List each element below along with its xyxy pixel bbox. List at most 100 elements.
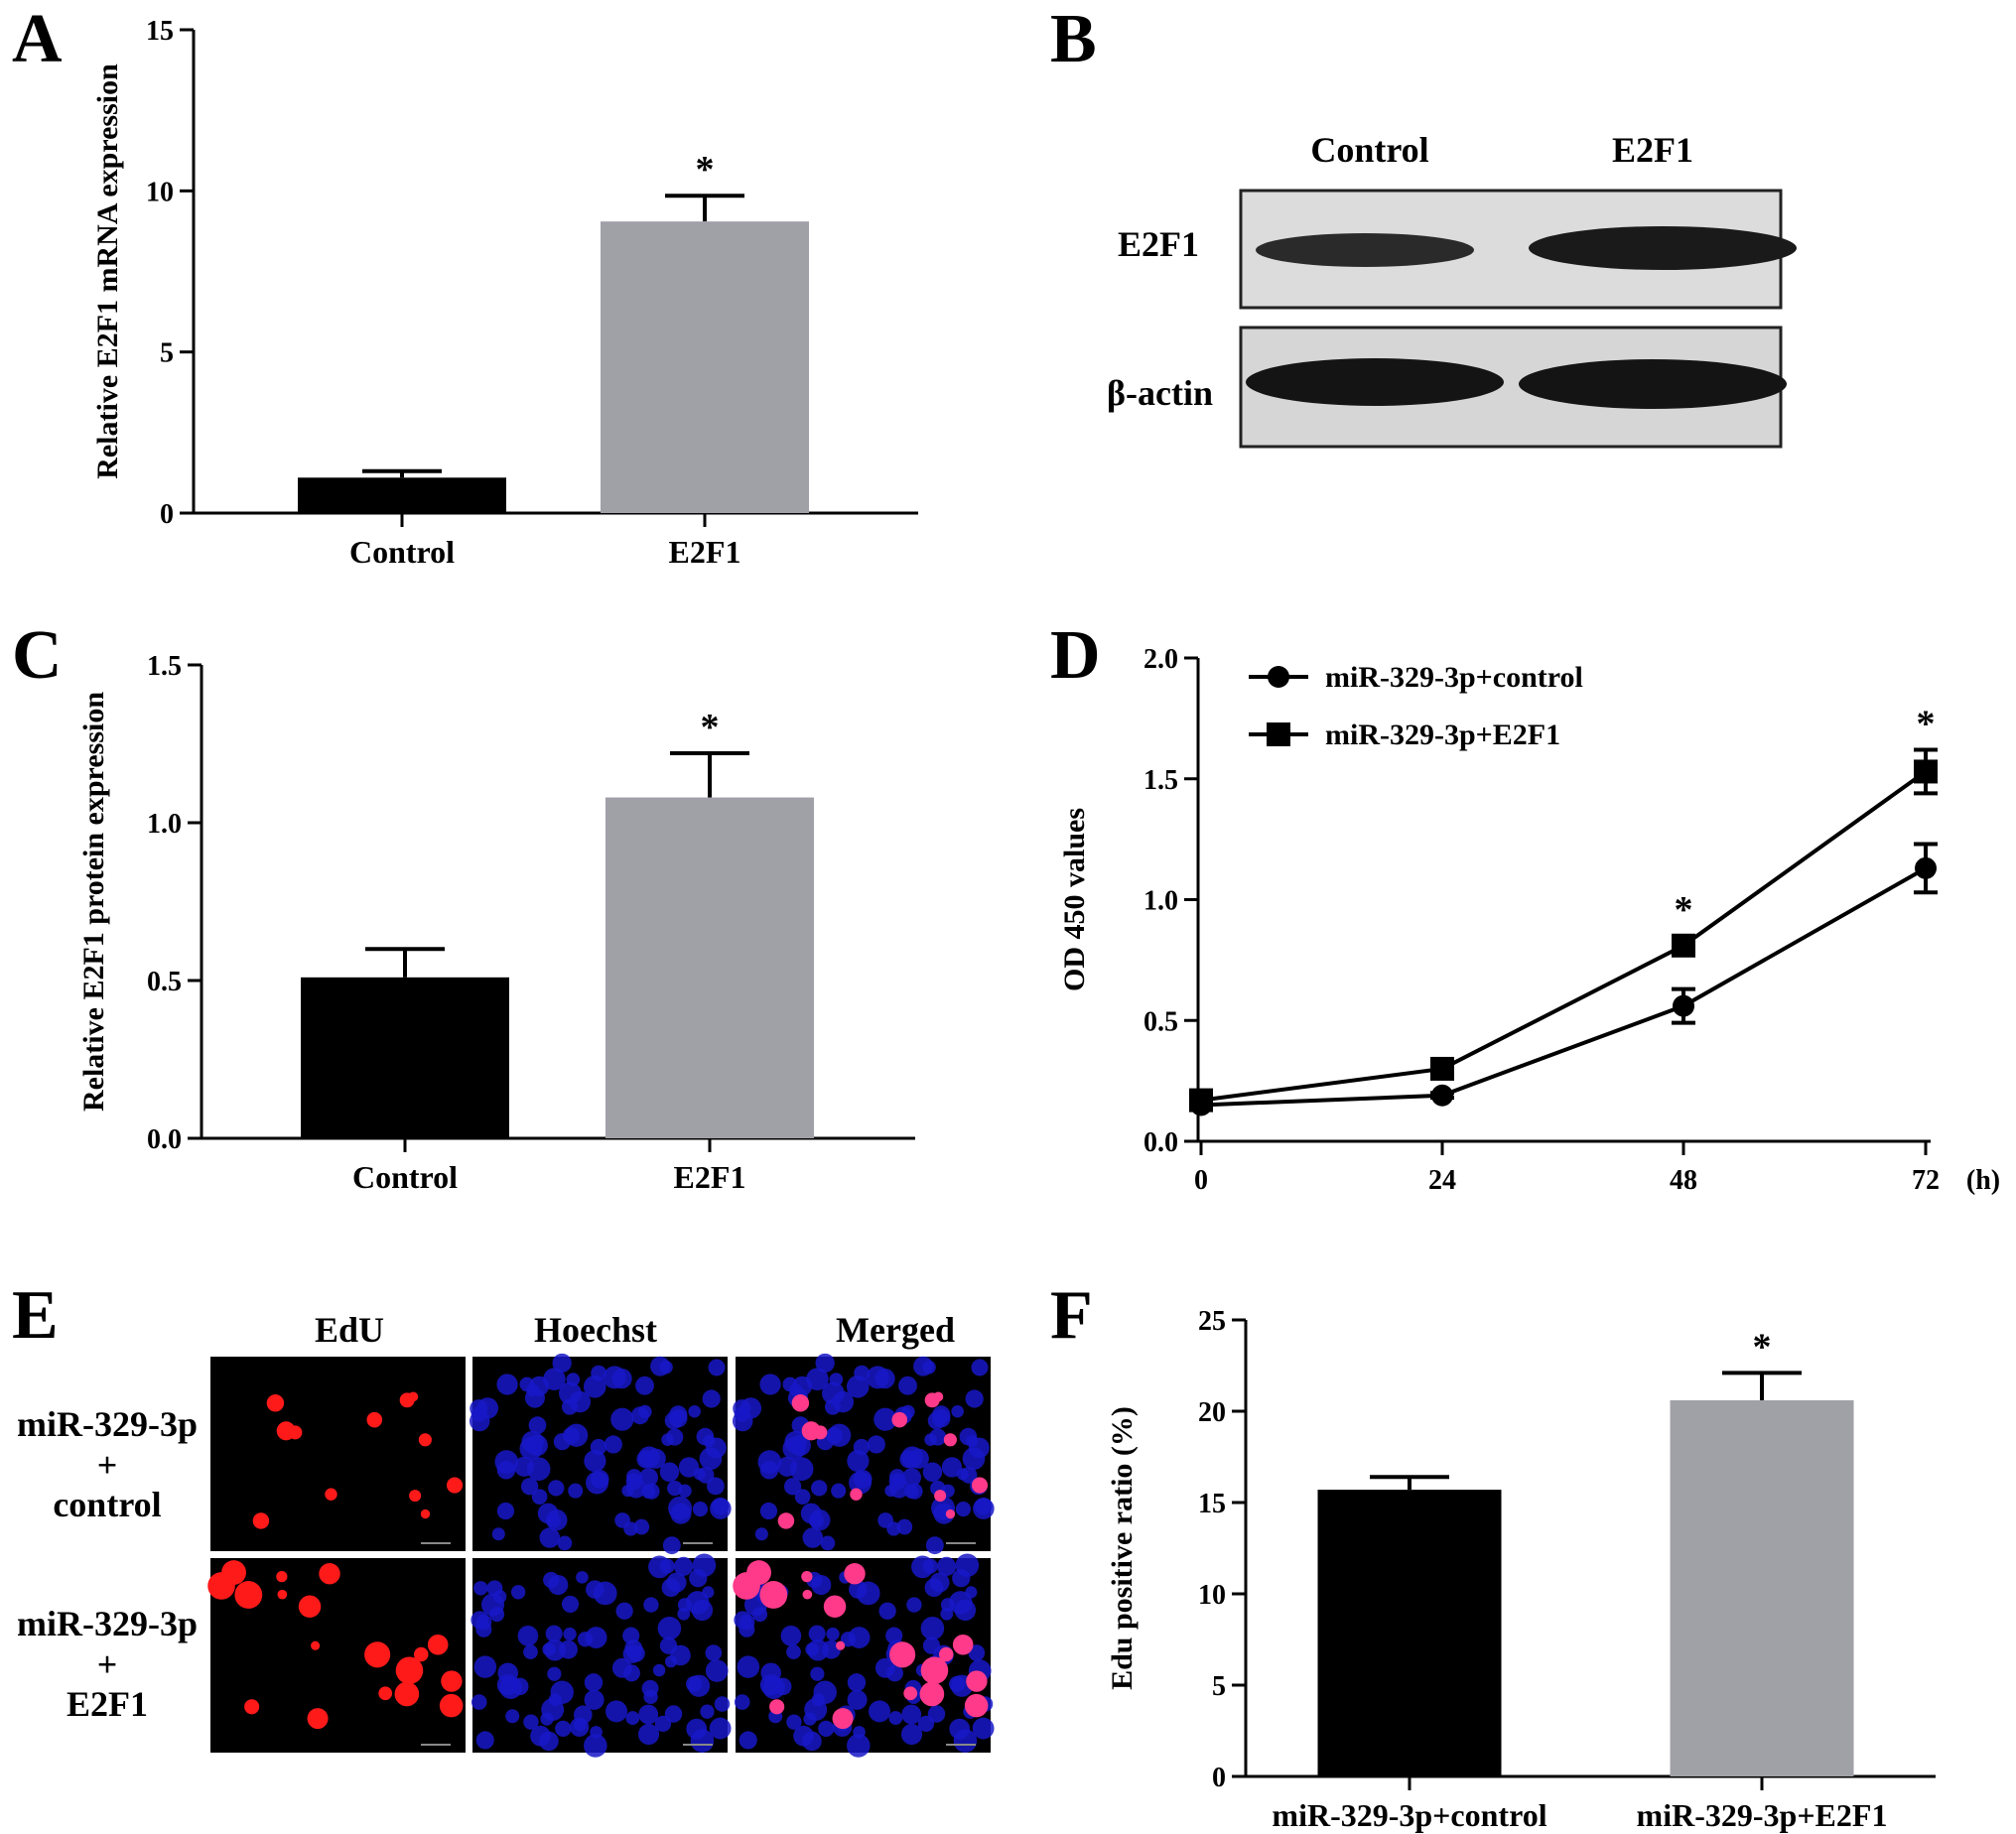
nucleus-blue bbox=[548, 1574, 569, 1596]
legend-label: miR-329-3p+E2F1 bbox=[1325, 719, 1560, 751]
nucleus-blue bbox=[633, 1518, 650, 1535]
x-tick-label: 0 bbox=[1194, 1165, 1208, 1196]
nucleus-red bbox=[244, 1699, 260, 1715]
x-tick-label: 24 bbox=[1428, 1165, 1456, 1196]
nucleus-blue bbox=[754, 1527, 768, 1541]
nucleus-blue bbox=[590, 1438, 607, 1456]
nucleus-blue bbox=[670, 1644, 691, 1666]
nucleus-blue bbox=[650, 1356, 670, 1376]
nucleus-blue bbox=[584, 1450, 606, 1473]
nucleus-red bbox=[409, 1490, 422, 1503]
row-label-1-line1: miR-329-3p bbox=[17, 1404, 198, 1444]
nucleus-blue bbox=[965, 1586, 978, 1599]
nucleus-blue bbox=[476, 1397, 499, 1419]
column-label-edu: EdU bbox=[315, 1310, 384, 1350]
nucleus-blue bbox=[906, 1597, 922, 1613]
nucleus-red bbox=[266, 1394, 285, 1412]
nucleus-blue bbox=[702, 1586, 715, 1599]
nucleus-blue bbox=[517, 1625, 539, 1646]
nucleus-blue bbox=[626, 1469, 642, 1485]
nucleus-blue bbox=[922, 1462, 943, 1483]
nucleus-blue bbox=[643, 1597, 659, 1613]
nucleus-blue bbox=[641, 1484, 656, 1500]
series-line-e2f1 bbox=[1200, 769, 1928, 1103]
nucleus-blue bbox=[896, 1518, 913, 1535]
nucleus-blue bbox=[962, 1447, 986, 1471]
nucleus-red bbox=[418, 1433, 432, 1447]
y-axis-title: Relative E2F1 protein expression bbox=[77, 692, 110, 1112]
nucleus-red bbox=[746, 1560, 771, 1585]
nucleus-blue bbox=[854, 1365, 871, 1381]
nucleus-blue bbox=[901, 1704, 922, 1725]
nucleus-blue bbox=[949, 1718, 971, 1740]
nucleus-blue bbox=[510, 1585, 526, 1600]
nucleus-blue bbox=[786, 1644, 801, 1659]
nucleus-blue bbox=[568, 1483, 584, 1499]
nucleus-blue bbox=[523, 1644, 538, 1659]
nucleus-red bbox=[832, 1708, 854, 1730]
nucleus-red bbox=[791, 1394, 810, 1412]
nucleus-blue bbox=[548, 1480, 565, 1497]
nucleus-blue bbox=[815, 1353, 835, 1374]
nucleus-blue bbox=[661, 1578, 681, 1598]
nucleus-red bbox=[933, 1391, 944, 1402]
nucleus-blue bbox=[886, 1521, 901, 1536]
nucleus-blue bbox=[867, 1435, 885, 1454]
nucleus-blue bbox=[475, 1731, 494, 1750]
y-tick-label: 5 bbox=[160, 338, 174, 369]
panel-letter-b: B bbox=[1050, 1, 1097, 77]
nucleus-blue bbox=[734, 1611, 752, 1630]
nucleus-blue bbox=[473, 1581, 488, 1596]
y-tick-label: 10 bbox=[146, 177, 174, 207]
nucleus-blue bbox=[559, 1381, 582, 1405]
nucleus-red bbox=[276, 1570, 288, 1583]
nucleus-blue bbox=[866, 1366, 889, 1389]
nucleus-blue bbox=[802, 1527, 824, 1548]
y-tick-label: 2.0 bbox=[1143, 644, 1178, 675]
bar-treated bbox=[1670, 1399, 1854, 1776]
bar-control bbox=[298, 477, 506, 513]
nucleus-blue bbox=[692, 1553, 717, 1577]
nucleus-red bbox=[277, 1589, 288, 1600]
y-tick-label: 25 bbox=[1198, 1306, 1226, 1337]
significance-star: * bbox=[701, 707, 720, 748]
chart-a-mrna: 0 5 10 15 Relative E2F1 mRNA expression Contr… bbox=[91, 16, 918, 570]
y-tick-label: 10 bbox=[1198, 1580, 1226, 1611]
nucleus-blue bbox=[972, 1717, 995, 1740]
bar-control bbox=[1317, 1490, 1502, 1776]
nucleus-blue bbox=[794, 1489, 811, 1506]
chart-c-protein: 0.0 0.5 1.0 1.5 Relative E2F1 protein expres… bbox=[77, 651, 915, 1195]
nucleus-red bbox=[221, 1560, 246, 1585]
nucleus-blue bbox=[584, 1689, 605, 1710]
nucleus-blue bbox=[714, 1696, 731, 1712]
nucleus-blue bbox=[782, 1437, 806, 1461]
significance-star: * bbox=[1753, 1326, 1772, 1368]
nucleus-blue bbox=[499, 1676, 523, 1699]
nucleus-blue bbox=[622, 1664, 640, 1682]
nucleus-blue bbox=[547, 1666, 562, 1681]
row-label-2-line2: + bbox=[97, 1644, 118, 1684]
significance-star: * bbox=[696, 149, 715, 191]
x-category-label: miR-329-3p+control bbox=[1272, 1797, 1546, 1833]
nucleus-red bbox=[366, 1411, 383, 1428]
y-tick-label: 0.5 bbox=[147, 967, 182, 997]
band-e2f1-e2f1 bbox=[1529, 226, 1797, 270]
nucleus-blue bbox=[590, 1470, 609, 1489]
data-point-circle bbox=[1673, 994, 1694, 1017]
nucleus-blue bbox=[624, 1639, 643, 1658]
nucleus-blue bbox=[669, 1405, 688, 1424]
nucleus-blue bbox=[739, 1397, 762, 1419]
nucleus-red bbox=[971, 1477, 989, 1494]
nucleus-blue bbox=[539, 1731, 559, 1752]
nucleus-red bbox=[307, 1708, 329, 1730]
panel-letter-c: C bbox=[12, 617, 63, 694]
nucleus-blue bbox=[705, 1659, 729, 1682]
significance-star: * bbox=[1917, 704, 1936, 745]
column-label-merged: Merged bbox=[836, 1310, 955, 1350]
x-tick-label: 48 bbox=[1670, 1165, 1697, 1196]
nucleus-red bbox=[325, 1488, 337, 1501]
x-category-label: miR-329-3p+E2F1 bbox=[1637, 1797, 1888, 1833]
nucleus-blue bbox=[473, 1655, 497, 1678]
nucleus-blue bbox=[519, 1437, 543, 1461]
nucleus-blue bbox=[686, 1718, 708, 1740]
